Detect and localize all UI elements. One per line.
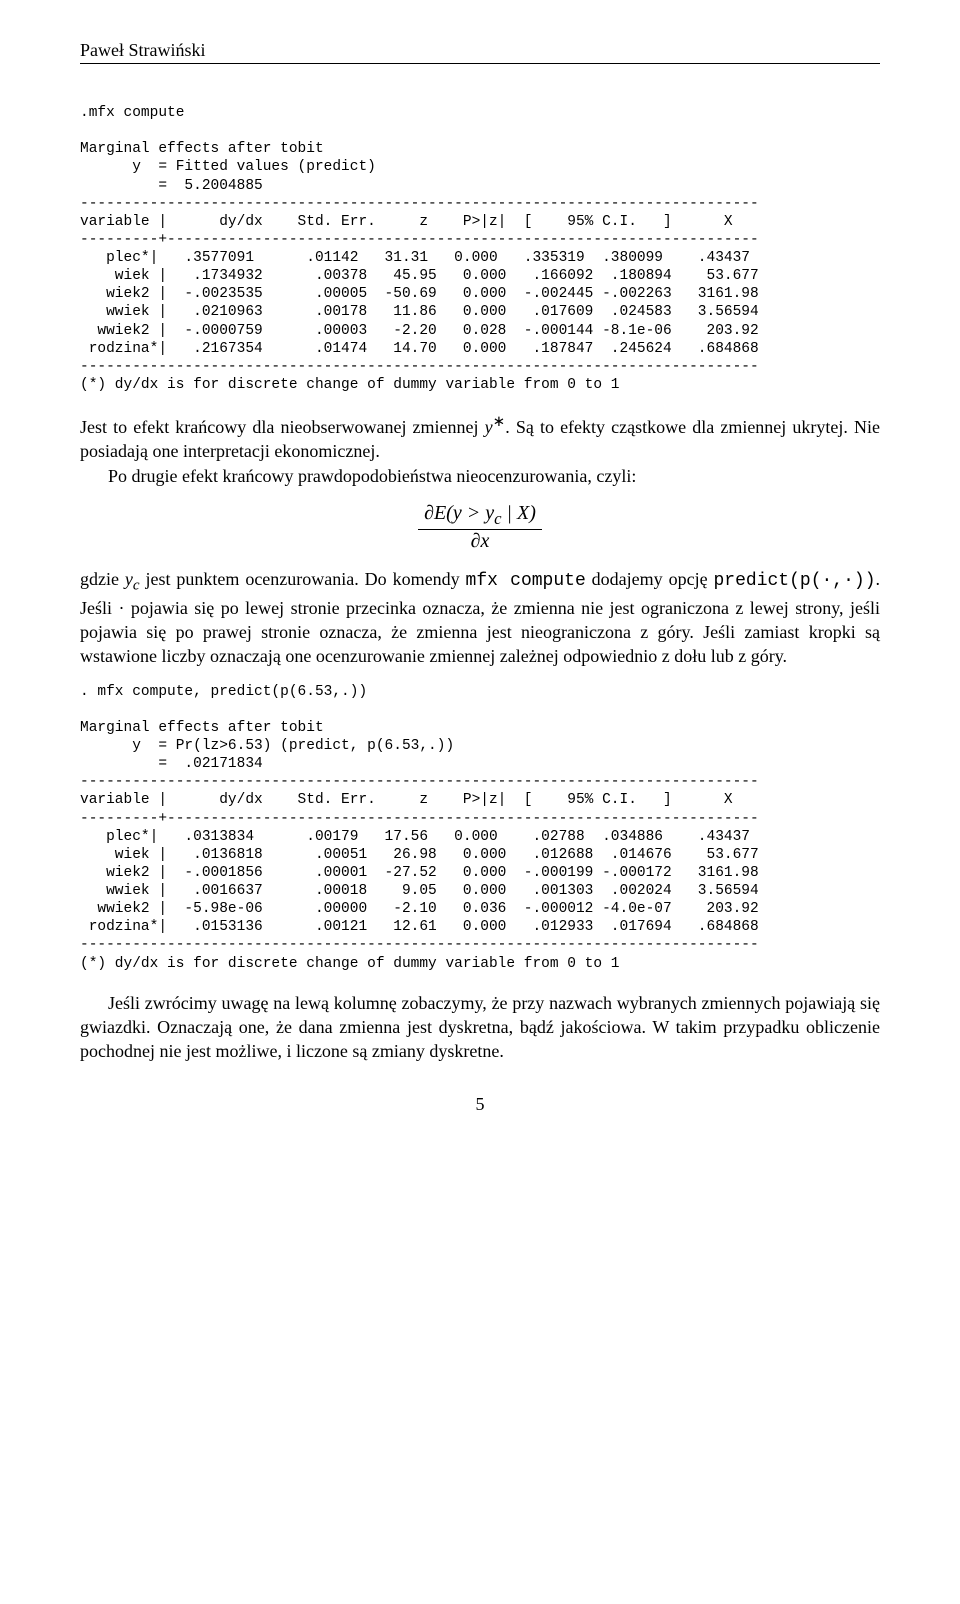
page: Paweł Strawiński .mfx compute Marginal e… xyxy=(0,0,960,1155)
formula-denominator: ∂x xyxy=(418,530,542,553)
paragraph-1: Jest to efekt krańcowy dla nieobserwowan… xyxy=(80,412,880,488)
code-block-1: .mfx compute Marginal effects after tobi… xyxy=(80,104,880,394)
paragraph-3: gdzie yc jest punktem ocenzurowania. Do … xyxy=(80,567,880,669)
paragraph-4-text: Jeśli zwrócimy uwagę na lewą kolumnę zob… xyxy=(80,993,880,1062)
paragraph-2-text: Po drugie efekt krańcowy prawdopodobieńs… xyxy=(108,466,636,486)
formula: ∂E(y > yc | X) ∂x xyxy=(80,502,880,553)
para3-a: gdzie xyxy=(80,569,125,589)
formula-numerator: ∂E(y > yc | X) xyxy=(418,502,542,530)
header-rule xyxy=(80,63,880,64)
para3-b: jest punktem ocenzurowania. Do komendy xyxy=(140,569,466,589)
paragraph-4: Jeśli zwrócimy uwagę na lewą kolumnę zob… xyxy=(80,991,880,1064)
code-block-2: . mfx compute, predict(p(6.53,.)) Margin… xyxy=(80,683,880,973)
mono-predict: predict(p(·,·)) xyxy=(713,571,875,591)
paragraph-1-text: Jest to efekt krańcowy dla nieobserwowan… xyxy=(80,417,880,461)
mono-mfx: mfx compute xyxy=(466,571,586,591)
page-number: 5 xyxy=(80,1094,880,1115)
para3-c: dodajemy opcję xyxy=(586,569,714,589)
author-name: Paweł Strawiński xyxy=(80,40,880,61)
